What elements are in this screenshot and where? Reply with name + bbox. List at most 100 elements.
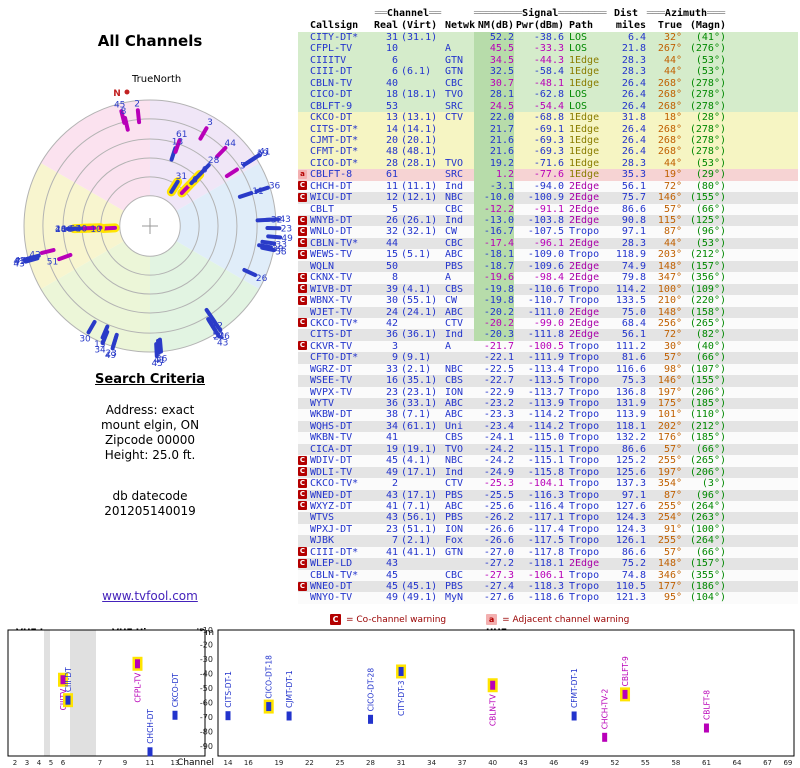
table-row: CITS-DT 36 (36.1) Ind -20.3 -111.8 2Edge 56.1 72… — [298, 329, 798, 341]
cell-pw: -69.3 — [533, 134, 564, 146]
cell-pa: Tropo — [569, 375, 600, 387]
cell-at: 101° — [657, 409, 682, 421]
svg-text:25: 25 — [336, 759, 345, 767]
cell-at: 18° — [663, 112, 682, 124]
signal-chart: -10-20-30-40-50-60-70-80-902 3 4 5 6 7 9 11 13 14… — [7, 626, 795, 767]
cell-nm: 21.6 — [474, 146, 514, 158]
svg-text:10: 10 — [90, 225, 102, 235]
cell-pw: -103.8 — [527, 215, 564, 226]
cell-ne: PBS — [445, 260, 464, 272]
cell-nm: -24.1 — [483, 432, 514, 444]
cell-cs: WJBK — [310, 535, 335, 547]
table-row: CBLN-TV 40 CBC 30.7 -48.1 1Edge 26.4 268° (278°) — [298, 77, 798, 90]
cell-mi: 114.2 — [615, 283, 646, 295]
svg-text:14: 14 — [224, 759, 233, 767]
cell-pa: LOS — [569, 43, 588, 55]
cell-ne: ABC — [445, 249, 464, 261]
cell-ne: CBS — [445, 375, 464, 387]
svg-text:6: 6 — [202, 165, 208, 175]
cell-mi: 124.3 — [615, 523, 646, 535]
cell-pw: -118.6 — [527, 592, 564, 604]
table-row: CICO-DT 18 (18.1) TVO 28.1 -62.8 LOS 26.4 268° (2… — [298, 89, 798, 101]
cell-pw: -62.8 — [533, 89, 564, 101]
cell-cs: CIII-DT — [310, 66, 353, 78]
cell-mi: 86.6 — [621, 203, 646, 215]
cell-pa: Tropo — [569, 569, 600, 581]
adjacent-channel-warning-icon: a — [298, 169, 307, 179]
cell-vi: (4.1) — [401, 455, 432, 467]
cell-ne: ION — [445, 523, 464, 535]
cell-cs: CKCO-TV* — [310, 317, 359, 329]
cell-am: (104°) — [689, 592, 726, 604]
svg-text:46: 46 — [549, 759, 558, 767]
table-row: C CBLN-TV* 44 CBC -17.4 -96.1 2Edge 28.3 44° (53°… — [298, 237, 798, 250]
cell-mi: 28.3 — [621, 157, 646, 169]
cell-pa: Tropo — [569, 340, 600, 352]
table-row: C WICU-DT 12 (12.1) NBC -10.0 -100.9 2Edge 75.7 1… — [298, 192, 798, 204]
cell-vi: (6.1) — [401, 66, 432, 78]
svg-text:45: 45 — [114, 100, 125, 110]
table-row: C WNED-DT 43 (17.1) PBS -25.5 -116.3 Tropo 97.1 8… — [298, 489, 798, 501]
cell-nm: -24.2 — [483, 455, 514, 467]
cell-vi: (9.1) — [401, 352, 432, 364]
cell-warn: C — [298, 581, 310, 592]
co-channel-warning-icon: C — [298, 341, 307, 351]
dist-header: Dist — [613, 8, 639, 19]
svg-text:-30: -30 — [200, 655, 213, 664]
co-channel-warning-icon: C — [298, 455, 307, 465]
cell-mi: 26.4 — [621, 146, 646, 158]
cell-am: (41°) — [695, 32, 726, 43]
cell-am: (278°) — [689, 100, 726, 112]
cell-am: (66°) — [695, 203, 726, 215]
cell-nm: -24.9 — [483, 466, 514, 478]
table-column-headers: Callsign Real (Virt) Netwk NM(dB) Pwr(dB… — [298, 20, 798, 32]
cell-re: 5 — [391, 203, 398, 215]
warning-legend: C = Co-channel warning a = Adjacent chan… — [330, 614, 629, 625]
cell-vi: (45.1) — [401, 581, 438, 592]
cell-mi: 26.4 — [621, 77, 646, 89]
svg-text:31: 31 — [397, 759, 406, 767]
cell-mi: 137.3 — [615, 478, 646, 490]
cell-pa: Tropo — [569, 409, 600, 421]
azimuth-group-header: ═══Azimuth═══ — [646, 8, 726, 19]
cell-warn: C — [298, 341, 310, 352]
cell-ne: TVO — [445, 89, 464, 101]
cell-pa: Tropo — [569, 363, 600, 375]
svg-text:CHCH-TV-2: CHCH-TV-2 — [600, 689, 609, 730]
signal-group-header: ════════Signal════════ — [474, 8, 607, 19]
cell-at: 177° — [657, 581, 682, 592]
cell-mi: 26.4 — [621, 100, 646, 112]
cell-vi: (17.1) — [401, 466, 438, 478]
svg-text:26: 26 — [256, 274, 268, 284]
cell-ne: NBC — [445, 455, 464, 467]
cell-cs: WTVS — [310, 512, 335, 524]
cell-re: 34 — [385, 420, 398, 432]
svg-text:50: 50 — [213, 331, 225, 341]
cell-nm: -27.2 — [483, 558, 514, 570]
cell-pa: Tropo — [569, 535, 600, 547]
cell-am: (212°) — [689, 420, 726, 432]
cell-pa: Tropo — [569, 443, 600, 455]
cell-warn: C — [298, 295, 310, 306]
cell-mi: 131.9 — [615, 398, 646, 409]
cell-am: (158°) — [689, 306, 726, 318]
svg-text:28: 28 — [366, 759, 375, 767]
cell-am: (263°) — [689, 512, 726, 524]
table-header-groups: ══Channel══ ════════Signal════════ Dist … — [298, 8, 798, 20]
cell-cs: WDIV-DT — [310, 455, 353, 467]
cell-cs: CKCO-DT — [310, 112, 353, 124]
cell-cs: CKNX-TV — [310, 272, 353, 284]
cell-am: (186°) — [689, 581, 726, 592]
table-row: C WNLO-DT 32 (32.1) CW -16.7 -107.5 Tropo 97.1 87… — [298, 226, 798, 238]
cell-mi: 56.1 — [621, 329, 646, 341]
cell-re: 3 — [391, 340, 398, 352]
table-row: C WXYZ-DT 41 (7.1) ABC -25.6 -116.4 Tropo 127.6 2… — [298, 500, 798, 513]
svg-text:44: 44 — [225, 139, 237, 149]
cell-mi: 79.8 — [621, 272, 646, 284]
table-row: WSEE-TV 16 (35.1) CBS -22.7 -113.5 Tropo 75.3 14… — [298, 375, 798, 387]
tvfool-link[interactable]: www.tvfool.com — [102, 589, 198, 603]
cell-pw: -117.8 — [527, 546, 564, 558]
col-virt: (Virt) — [401, 20, 438, 31]
cell-mi: 116.6 — [615, 363, 646, 375]
cell-am: (125°) — [689, 215, 726, 226]
